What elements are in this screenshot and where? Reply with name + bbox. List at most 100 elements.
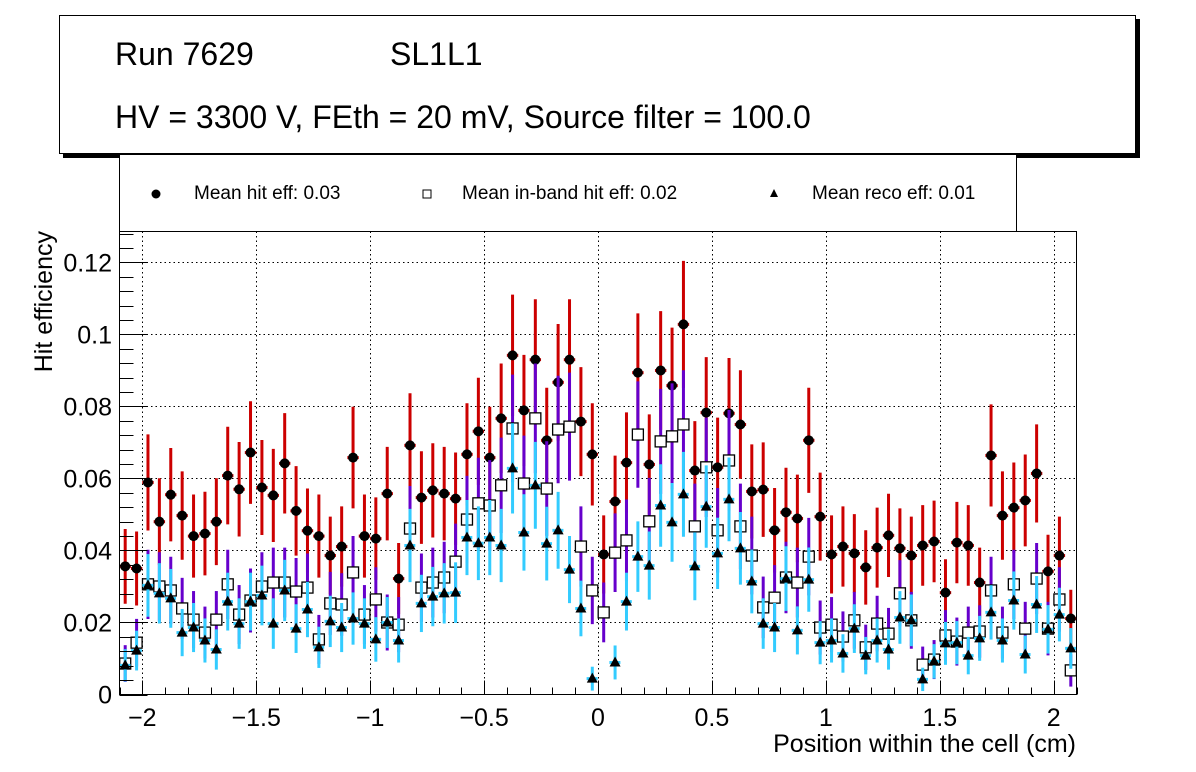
data-point-hit: [359, 531, 370, 542]
data-point-reco: [450, 586, 462, 597]
data-point-reco: [381, 616, 393, 627]
data-layer: [119, 260, 1077, 692]
data-point-hit: [177, 510, 188, 521]
data-point-hit: [837, 541, 848, 552]
data-point-inband: [495, 479, 508, 492]
data-point-hit: [268, 490, 279, 501]
data-point-reco: [461, 531, 473, 542]
data-point-hit: [370, 533, 381, 544]
x-axis-title: Position within the cell (cm): [773, 730, 1076, 758]
data-point-hit: [302, 525, 313, 536]
data-point-reco: [541, 537, 553, 548]
data-point-hit: [986, 450, 997, 461]
data-point-inband: [267, 576, 280, 589]
data-point-reco: [723, 493, 735, 504]
data-point-hit: [917, 540, 928, 551]
data-point-reco: [860, 649, 872, 660]
data-point-hit: [393, 573, 404, 584]
data-point-reco: [985, 606, 997, 617]
data-point-reco: [677, 488, 689, 499]
x-tick-label: 2: [1047, 704, 1061, 732]
data-point-reco: [245, 595, 257, 606]
data-point-reco: [700, 500, 712, 511]
data-point-hit: [712, 462, 723, 473]
data-point-reco: [552, 524, 564, 535]
data-point-reco: [939, 637, 951, 648]
data-point-hit: [997, 510, 1008, 521]
data-point-reco: [1031, 598, 1043, 609]
data-point-hit: [872, 542, 883, 553]
data-point-hit: [518, 405, 529, 416]
layer-label: SL1L1: [390, 36, 483, 72]
data-point-hit: [188, 531, 199, 542]
data-point-reco: [210, 643, 222, 654]
data-point-inband: [1019, 622, 1032, 635]
data-point-hit: [336, 541, 347, 552]
data-point-reco: [746, 575, 758, 586]
data-point-hit: [746, 486, 757, 497]
data-point-hit: [906, 550, 917, 561]
data-point-hit: [416, 492, 427, 503]
data-point-reco: [564, 563, 576, 574]
y-tick-label: 0.04: [63, 537, 112, 565]
data-point-reco: [484, 531, 496, 542]
data-point-hit: [222, 470, 233, 481]
data-point-inband: [665, 430, 679, 443]
title-box: Run 7629 SL1L1 HV = 3300 V, FEth = 20 mV…: [59, 15, 1136, 154]
x-tick-label: 0.5: [695, 704, 730, 732]
data-point-inband: [962, 626, 975, 639]
legend-label-inband: Mean in-band hit eff: 0.02: [462, 183, 678, 204]
data-point-reco: [826, 634, 838, 645]
data-point-hit: [245, 447, 256, 458]
data-point-reco: [393, 634, 405, 645]
data-point-reco: [199, 634, 211, 645]
data-point-hit: [1031, 468, 1042, 479]
legend-marker-reco: [770, 189, 778, 197]
data-point-reco: [427, 590, 439, 601]
data-point-hit: [1065, 613, 1076, 624]
data-point-hit: [325, 550, 336, 561]
data-point-reco: [438, 587, 450, 598]
data-point-reco: [951, 636, 963, 647]
series-2: [119, 423, 1077, 692]
data-point-hit: [849, 548, 860, 559]
data-point-hit: [860, 562, 871, 573]
x-tick-label: −0.5: [459, 704, 508, 732]
data-point-hit: [256, 482, 267, 493]
data-point-reco: [803, 573, 815, 584]
legend-label-reco: Mean reco eff: 0.01: [812, 183, 976, 204]
data-point-inband: [654, 435, 667, 448]
data-point-inband: [608, 546, 622, 559]
data-point-hit: [382, 488, 393, 499]
data-point-hit: [234, 484, 245, 495]
data-point-hit: [575, 416, 586, 427]
data-point-hit: [735, 419, 746, 430]
data-point-reco: [905, 614, 917, 625]
x-tick-label: 1.5: [922, 704, 957, 732]
data-point-reco: [279, 584, 291, 595]
y-tick-label: 0.02: [63, 609, 112, 637]
data-point-inband: [768, 591, 781, 604]
legend: Mean hit eff: 0.03 Mean in-band hit eff:…: [119, 155, 1017, 231]
data-point-hit: [951, 537, 962, 548]
data-point-hit: [199, 528, 210, 539]
data-point-inband: [677, 418, 690, 431]
data-point-hit: [564, 354, 575, 365]
data-point-reco: [575, 602, 587, 613]
data-point-inband: [688, 520, 701, 533]
run-label: Run 7629: [115, 36, 254, 72]
data-point-reco: [894, 611, 906, 622]
data-point-hit: [313, 531, 324, 542]
y-axis-title: Hit efficiency: [30, 231, 58, 373]
data-point-reco: [1065, 642, 1077, 653]
data-point-hit: [154, 516, 165, 527]
data-point-hit: [291, 505, 302, 516]
data-point-reco: [267, 617, 279, 628]
legend-label-hit: Mean hit eff: 0.03: [194, 183, 341, 204]
data-point-inband: [620, 534, 633, 547]
data-point-hit: [530, 354, 541, 365]
data-point-hit: [279, 458, 290, 469]
data-point-hit: [348, 452, 359, 463]
data-point-reco: [165, 592, 177, 603]
